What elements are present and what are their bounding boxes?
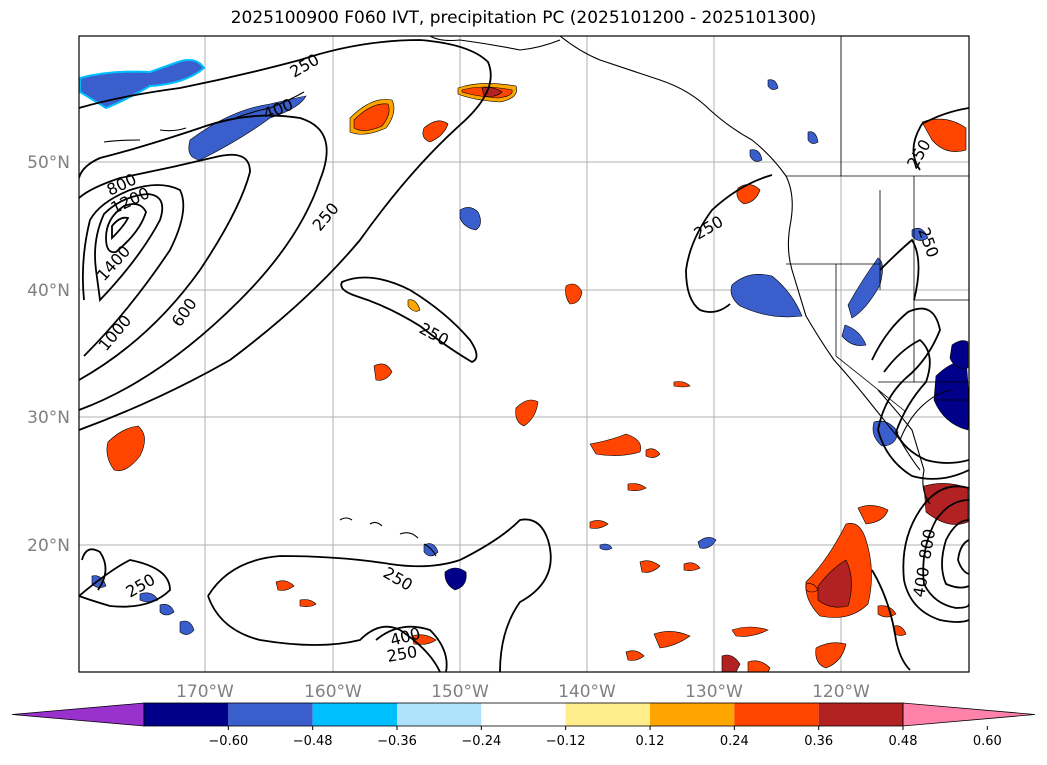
lon-label-140w: 140°W [558,682,616,702]
longitude-labels: 170°W 160°W 150°W 140°W 130°W 120°W [176,682,870,702]
map-frame [78,35,970,673]
colorbar: −0.60 −0.48 −0.36 −0.24 −0.12 0.12 0.24 0.36 0.4… [11,702,1036,749]
lon-label-160w: 160°W [304,682,362,702]
lon-label-150w: 150°W [431,682,489,702]
precip-negative-patches [79,59,969,635]
colorbar-tick-label: −0.48 [293,734,333,749]
colorbar-segment [818,703,903,726]
colorbar-segment [144,703,229,726]
lon-label-120w: 120°W [812,682,870,702]
colorbar-tick-label: −0.24 [461,734,501,749]
ivt-contours [79,39,969,672]
latitude-labels: 50°N 40°N 30°N 20°N [27,153,70,556]
colorbar-tick-label: −0.60 [208,734,248,749]
lon-label-130w: 130°W [685,682,743,702]
map-title: 2025100900 F060 IVT, precipitation PC (2… [230,8,817,28]
precip-positive-patches [106,83,969,672]
colorbar-tick-label: 0.24 [720,734,749,749]
colorbar-extend-high [902,702,1036,727]
colorbar-segment [481,703,566,726]
colorbar-tick-label: 0.60 [973,734,1002,749]
borders [786,36,969,413]
colorbar-frame [143,702,904,727]
lat-label-50n: 50°N [27,153,70,173]
coastlines [103,36,953,557]
colorbar-tick-label: 0.12 [636,734,665,749]
colorbar-segment [397,703,482,726]
lon-label-170w: 170°W [176,682,234,702]
lat-label-40n: 40°N [27,281,70,301]
colorbar-tick-label: −0.12 [546,734,586,749]
colorbar-extend-low [11,702,145,727]
colorbar-segment [650,703,735,726]
colorbar-segment [565,703,650,726]
colorbar-segment [312,703,397,726]
colorbar-tick-label: 0.36 [804,734,833,749]
colorbar-segment [734,703,819,726]
lat-label-20n: 20°N [27,536,70,556]
lat-label-30n: 30°N [27,408,70,428]
colorbar-segment [228,703,313,726]
colorbar-tick-label: −0.36 [377,734,417,749]
colorbar-tick-label: 0.48 [889,734,918,749]
